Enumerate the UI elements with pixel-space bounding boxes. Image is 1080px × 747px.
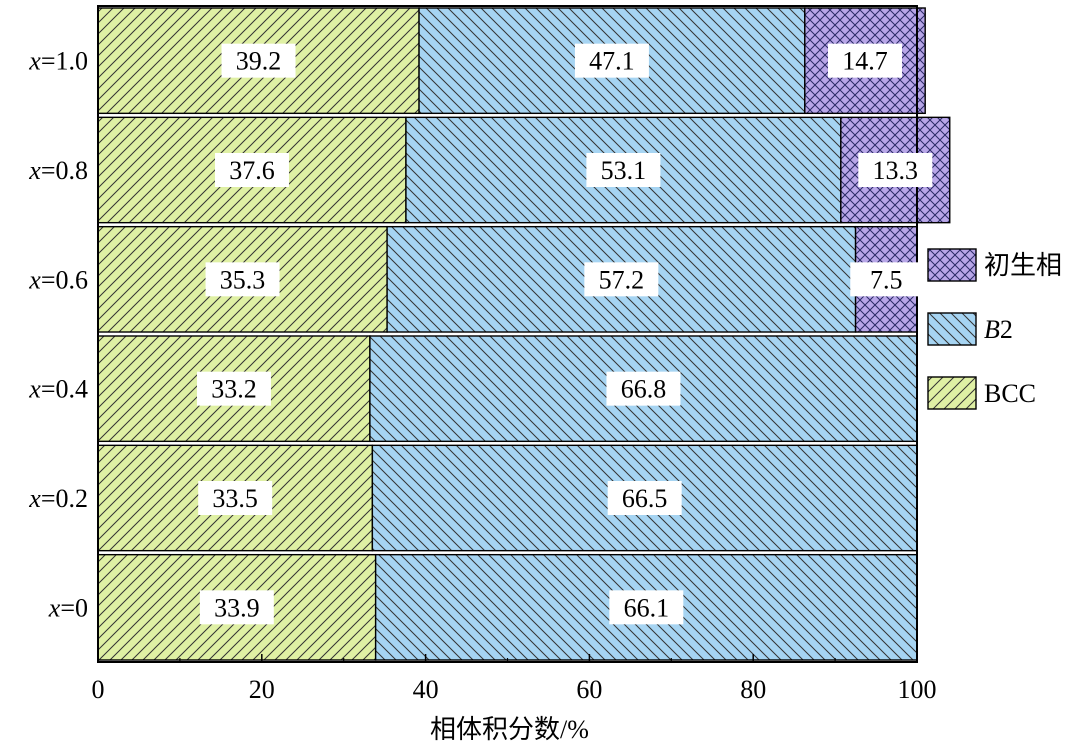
data-label-text: 33.5 xyxy=(212,484,258,513)
data-label-box xyxy=(607,481,682,515)
x-tick-label-4: 80 xyxy=(740,675,766,704)
data-label-box xyxy=(221,43,296,78)
legend-swatch xyxy=(927,312,977,346)
data-label-box xyxy=(850,262,923,297)
data-label-1-5: 66.1 xyxy=(609,590,684,625)
x-tick-label-0: 0 xyxy=(92,675,105,704)
data-label-text: 66.5 xyxy=(622,484,668,513)
legend-swatch xyxy=(927,248,977,282)
data-label-2-0: 14.7 xyxy=(827,43,902,78)
x-tick-label-5: 100 xyxy=(898,675,937,704)
legend-item-1: B2 xyxy=(927,312,1013,346)
data-label-box xyxy=(214,153,289,187)
category-label-2: x=0.6 xyxy=(28,265,88,294)
data-label-box xyxy=(827,43,902,78)
legend: 初生相 B2 BCC xyxy=(927,248,1062,410)
data-label-box xyxy=(199,590,274,625)
data-label-1-3: 66.8 xyxy=(606,371,681,406)
x-tick-label-3: 60 xyxy=(576,675,602,704)
data-label-text: 33.9 xyxy=(214,593,260,622)
x-tick-label-2: 40 xyxy=(413,675,439,704)
data-label-box xyxy=(609,590,684,625)
category-label-4: x=0.2 xyxy=(28,484,88,513)
data-label-1-4: 66.5 xyxy=(607,481,682,515)
data-label-box xyxy=(584,262,659,297)
category-label-1: x=0.8 xyxy=(28,156,88,185)
data-label-1-1: 53.1 xyxy=(586,153,661,187)
legend-label: B2 xyxy=(984,315,1013,344)
data-label-0-4: 33.5 xyxy=(198,481,273,515)
data-label-box xyxy=(196,371,271,406)
legend-label: 初生相 xyxy=(984,251,1062,280)
legend-swatch xyxy=(927,376,977,410)
data-label-box xyxy=(606,371,681,406)
data-label-text: 39.2 xyxy=(236,47,282,76)
data-label-text: 33.2 xyxy=(211,375,257,404)
legend-item-2: BCC xyxy=(927,376,1036,410)
category-label-0: x=1.0 xyxy=(28,47,88,76)
data-label-text: 57.2 xyxy=(599,265,645,294)
category-labels: x=1.0 x=0.8 x=0.6 x=0.4 x=0.2 x=0 xyxy=(28,47,88,623)
data-label-0-1: 37.6 xyxy=(214,153,289,187)
category-label-3: x=0.4 xyxy=(28,375,88,404)
data-label-0-0: 39.2 xyxy=(221,43,296,78)
data-label-1-0: 47.1 xyxy=(574,43,649,78)
data-label-1-2: 57.2 xyxy=(584,262,659,297)
bar-segment-bcc-row-5 xyxy=(97,553,377,661)
category-label-5: x=0 xyxy=(48,593,88,622)
data-label-text: 14.7 xyxy=(842,47,888,76)
data-label-box xyxy=(205,262,280,297)
data-label-2-2: 7.5 xyxy=(850,262,923,297)
data-label-text: 66.1 xyxy=(624,593,670,622)
data-label-text: 47.1 xyxy=(589,47,635,76)
data-label-text: 7.5 xyxy=(870,265,903,294)
data-labels: 39.2 47.1 14.7 37.6 53.1 13.3 35.3 57.2 7.5 33.2 6… xyxy=(196,43,933,625)
legend-label: BCC xyxy=(984,379,1036,408)
data-label-text: 37.6 xyxy=(229,156,275,185)
data-label-text: 13.3 xyxy=(873,156,919,185)
x-axis-title: 相体积分数/% xyxy=(430,715,589,744)
data-label-0-3: 33.2 xyxy=(196,371,271,406)
data-label-0-5: 33.9 xyxy=(199,590,274,625)
data-label-2-1: 13.3 xyxy=(858,153,933,187)
x-axis: 0 20 40 60 80 100 xyxy=(92,654,937,704)
bars-layer xyxy=(97,7,951,661)
data-label-0-2: 35.3 xyxy=(205,262,280,297)
data-label-text: 66.8 xyxy=(621,375,667,404)
data-label-text: 53.1 xyxy=(601,156,647,185)
data-label-text: 35.3 xyxy=(220,265,266,294)
legend-item-0: 初生相 xyxy=(927,248,1062,282)
data-label-box xyxy=(586,153,661,187)
data-label-box xyxy=(858,153,933,187)
data-label-box xyxy=(574,43,649,78)
x-tick-label-1: 20 xyxy=(249,675,275,704)
data-label-box xyxy=(198,481,273,515)
